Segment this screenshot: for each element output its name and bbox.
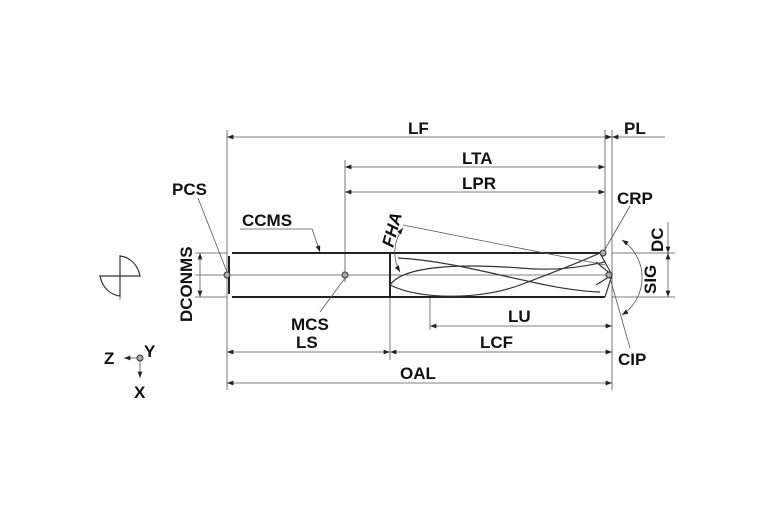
label-ls: LS — [296, 333, 318, 352]
label-lta: LTA — [462, 149, 493, 168]
label-dconms: DCONMS — [177, 246, 196, 322]
dimension-lines — [197, 134, 671, 386]
drill-body — [223, 249, 614, 298]
flute-edge — [389, 252, 601, 297]
label-lpr: LPR — [462, 174, 496, 193]
label-ccms: CCMS — [242, 211, 292, 230]
label-cip: CIP — [618, 350, 646, 369]
flute-edge — [389, 261, 606, 286]
crp-point-icon — [599, 249, 607, 257]
end-view-icon — [99, 255, 141, 300]
label-dc: DC — [648, 227, 667, 252]
label-lf: LF — [408, 119, 429, 138]
axis-y-label: Y — [144, 342, 156, 361]
axis-origin-icon — [136, 354, 144, 362]
label-fha: FHA — [379, 210, 406, 249]
axis-z-label: Z — [104, 349, 114, 368]
label-mcs: MCS — [291, 315, 329, 334]
axis-x-label: X — [134, 383, 146, 402]
mcs-point-icon — [341, 271, 349, 279]
label-sig: SIG — [641, 265, 660, 294]
label-pcs: PCS — [172, 180, 207, 199]
label-oal: OAL — [400, 364, 436, 383]
label-crp: CRP — [617, 189, 653, 208]
label-pl: PL — [624, 119, 646, 138]
label-lu: LU — [508, 307, 531, 326]
flute-edge — [397, 257, 601, 293]
extension-lines — [195, 130, 675, 390]
pcs-point-icon — [223, 271, 231, 279]
label-lcf: LCF — [480, 333, 513, 352]
shank-outline — [228, 252, 605, 298]
cip-point-icon — [605, 271, 613, 279]
axis-indicator: Z Y X — [104, 342, 156, 402]
